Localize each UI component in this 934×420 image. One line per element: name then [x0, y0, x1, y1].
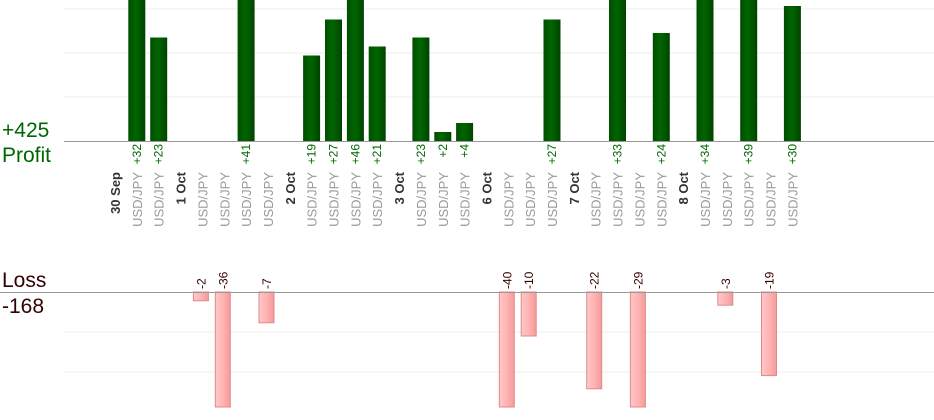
- profit-bar: [325, 19, 342, 141]
- pair-label: USD/JPY: [742, 172, 757, 227]
- pair-label: USD/JPY: [523, 172, 538, 227]
- pair-label: USD/JPY: [458, 172, 473, 227]
- pair-label: USD/JPY: [545, 172, 560, 227]
- profit-bar: [434, 132, 452, 141]
- loss-bar: [586, 291, 603, 390]
- loss-value-label: -40: [500, 271, 514, 289]
- profit-value-label: +19: [305, 144, 319, 165]
- profit-value-label: +27: [545, 144, 559, 165]
- loss-bar: [192, 291, 209, 302]
- profit-value-label: +23: [152, 144, 166, 165]
- profit-value-label: +41: [239, 144, 253, 165]
- loss-bar: [214, 291, 231, 408]
- date-label: 6 Oct: [480, 171, 495, 204]
- loss-value-label: -22: [588, 271, 602, 289]
- profit-total: +425: [2, 119, 50, 142]
- profit-bar: [346, 0, 364, 141]
- profit-value-label: +21: [370, 144, 384, 165]
- date-label: 2 Oct: [283, 171, 298, 204]
- loss-bar: [520, 291, 537, 337]
- baselines: [0, 141, 934, 293]
- loss-value-label: -19: [763, 271, 777, 289]
- profit-bar: [368, 46, 386, 141]
- profit-value-label: +30: [785, 144, 799, 165]
- profit-value-label: +2: [436, 144, 450, 158]
- profit-bar: [456, 123, 474, 141]
- bars: [128, 0, 801, 408]
- date-label: 7 Oct: [567, 171, 582, 204]
- pair-label: USD/JPY: [217, 172, 232, 227]
- profit-value-label: +39: [742, 144, 756, 165]
- date-label: 3 Oct: [392, 171, 407, 204]
- pair-label: USD/JPY: [632, 172, 647, 227]
- loss-bar: [629, 291, 646, 408]
- profit-bar: [412, 37, 430, 141]
- profit-value-label: +34: [698, 144, 712, 165]
- pair-label: USD/JPY: [764, 172, 779, 227]
- profit-value-label: +4: [458, 144, 472, 158]
- pair-label: USD/JPY: [436, 172, 451, 227]
- profit-bar: [150, 37, 168, 141]
- pair-label: USD/JPY: [327, 172, 342, 227]
- loss-value-label: -3: [719, 278, 733, 289]
- loss-bar: [498, 291, 515, 408]
- profit-bar: [652, 33, 670, 141]
- profit-bar: [696, 0, 714, 141]
- pair-label: USD/JPY: [698, 172, 713, 227]
- date-label: 30 Sep: [108, 172, 123, 214]
- loss-value-label: -2: [194, 278, 208, 289]
- pair-label: USD/JPY: [611, 172, 626, 227]
- pair-label: USD/JPY: [195, 172, 210, 227]
- category-labels: 30 Sep USD/JPY USD/JPY 1 Oct USD/JPY USD/JPY U…: [108, 171, 800, 227]
- loss-bar: [761, 291, 777, 377]
- profit-bar: [609, 0, 626, 141]
- profit-value-label: +23: [414, 144, 428, 165]
- pair-label: USD/JPY: [261, 172, 276, 227]
- profit-bar: [783, 6, 801, 141]
- pair-label: USD/JPY: [239, 172, 254, 227]
- pair-label: USD/JPY: [370, 172, 385, 227]
- value-labels: +32 +23 -2 -36 +41 -7 +19 +27 +46 +21 +23 +2 +4 -40 -1…: [130, 144, 800, 289]
- pair-label: USD/JPY: [152, 172, 167, 227]
- profit-bar: [303, 55, 321, 141]
- loss-total: -168: [2, 295, 45, 318]
- pair-label: USD/JPY: [414, 172, 429, 227]
- profit-value-label: +33: [611, 144, 625, 165]
- date-label: 1 Oct: [174, 171, 189, 204]
- pair-label: USD/JPY: [501, 172, 516, 227]
- loss-value-label: -29: [631, 271, 645, 289]
- profit-value-label: +46: [348, 144, 362, 165]
- profit-bar: [128, 0, 146, 141]
- profit-bar: [543, 19, 561, 141]
- pair-label: USD/JPY: [654, 172, 669, 227]
- loss-value-label: -7: [260, 278, 274, 289]
- pair-label: USD/JPY: [589, 172, 604, 227]
- profit-label: Profit: [2, 144, 52, 167]
- profit-value-label: +32: [130, 144, 144, 165]
- pair-label: USD/JPY: [305, 172, 320, 227]
- pair-label: USD/JPY: [130, 172, 145, 227]
- loss-bar: [258, 291, 275, 324]
- profit-value-label: +27: [327, 144, 341, 165]
- pair-label: USD/JPY: [785, 172, 800, 227]
- loss-label: Loss: [2, 269, 47, 292]
- profit-bar: [740, 0, 758, 141]
- loss-value-label: -10: [522, 271, 536, 289]
- profit-bar: [237, 0, 255, 141]
- pair-label: USD/JPY: [348, 172, 363, 227]
- loss-bar: [717, 291, 734, 306]
- date-label: 8 Oct: [676, 171, 691, 204]
- pair-label: USD/JPY: [720, 172, 735, 227]
- loss-value-label: -36: [216, 271, 230, 289]
- profit-value-label: +24: [654, 144, 668, 165]
